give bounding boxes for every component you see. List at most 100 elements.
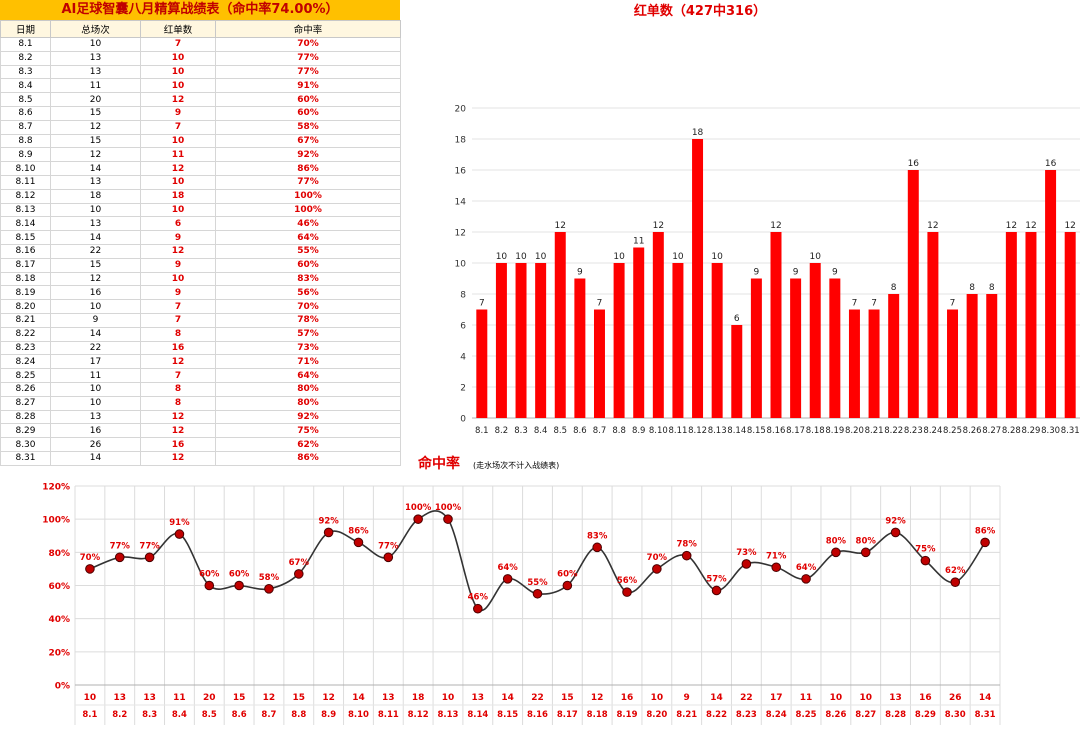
hit-rate-point [860, 547, 871, 558]
bar-x-tick-label: 8.22 [884, 426, 903, 436]
line-x-tick-label: 8.30 [945, 710, 966, 720]
hits-cell: 10 [140, 133, 216, 149]
hit-rate-point [114, 552, 125, 563]
hits-cell: 8 [140, 326, 216, 342]
hit-rate-point [174, 529, 185, 539]
total-cell: 10 [50, 381, 141, 397]
bar-x-tick-label: 8.23 [904, 426, 923, 436]
line-x-tick-label: 8.12 [408, 710, 429, 720]
bar-value-label: 16 [1045, 159, 1057, 169]
table-row: 8.30 26 16 62% [0, 437, 401, 452]
bar [593, 309, 605, 418]
line-x-tick-label: 8.27 [855, 710, 876, 720]
bar [613, 263, 625, 418]
rate-cell: 57% [215, 326, 401, 342]
line-x-tick-label: 8.5 [202, 710, 217, 720]
bar-value-label: 7 [950, 299, 956, 309]
line-y-tick-label: 20% [48, 648, 70, 658]
hit-rate-point [144, 552, 155, 563]
hits-cell: 12 [140, 450, 216, 466]
line-x-tick-label: 8.28 [885, 710, 906, 720]
line-y-tick-label: 100% [42, 516, 70, 526]
hit-rate-label: 73% [736, 548, 757, 558]
bar [692, 139, 704, 418]
bar [535, 263, 547, 418]
bar-x-tick-label: 8.10 [649, 426, 668, 436]
date-cell: 8.7 [0, 119, 51, 135]
bar-x-tick-label: 8.20 [845, 426, 864, 436]
bar [790, 278, 802, 418]
rate-cell: 70% [215, 37, 401, 52]
rate-cell: 64% [215, 230, 401, 245]
bar-x-tick-label: 8.12 [688, 426, 707, 436]
bar-x-tick-label: 8.30 [1041, 426, 1060, 436]
hits-cell: 7 [140, 37, 216, 52]
bar-value-label: 9 [754, 268, 760, 278]
hit-rate-point [532, 588, 543, 599]
stats-table: 日期 总场次 红单数 命中率 8.1 10 7 70% 8.2 13 10 77% 8.3 13 10 77… [0, 20, 401, 466]
table-row: 8.12 18 18 100% [0, 188, 401, 204]
bar [1045, 170, 1057, 418]
hits-cell: 16 [140, 340, 216, 356]
total-cell: 13 [50, 174, 141, 190]
bar [574, 278, 586, 418]
table-row: 8.13 10 10 100% [0, 202, 401, 218]
hits-cell: 9 [140, 230, 216, 245]
table-row: 8.10 14 12 86% [0, 161, 401, 176]
line-x-tick-label: 8.13 [437, 710, 458, 720]
hit-rate-label: 91% [169, 518, 190, 528]
hit-rate-point [592, 542, 602, 553]
bar-value-label: 9 [793, 268, 799, 278]
total-games-label: 14 [352, 693, 365, 703]
bar [888, 294, 900, 418]
line-x-tick-label: 8.19 [617, 710, 638, 720]
bar-x-tick-label: 8.27 [982, 426, 1001, 436]
total-cell: 10 [50, 395, 141, 411]
line-x-tick-label: 8.31 [975, 710, 996, 720]
hit-rate-label: 77% [378, 541, 399, 551]
hits-cell: 12 [140, 354, 216, 370]
bar-y-tick-label: 6 [460, 322, 466, 332]
bar-x-tick-label: 8.1 [475, 426, 489, 436]
bar [495, 263, 507, 418]
hits-cell: 10 [140, 271, 216, 287]
bar-x-tick-label: 8.13 [708, 426, 727, 436]
hit-rate-point [920, 555, 931, 566]
rate-cell: 60% [215, 105, 401, 121]
hit-rate-label: 55% [527, 578, 548, 588]
hit-rate-point [353, 537, 364, 548]
line-y-tick-label: 80% [48, 549, 70, 559]
table-row: 8.26 10 8 80% [0, 381, 401, 397]
bar-x-tick-label: 8.2 [495, 426, 509, 436]
hits-cell: 10 [140, 174, 216, 190]
rate-cell: 100% [215, 188, 401, 204]
total-cell: 14 [50, 161, 141, 176]
hits-cell: 12 [140, 409, 216, 425]
bar-y-tick-label: 18 [455, 136, 467, 146]
line-x-tick-label: 8.20 [646, 710, 667, 720]
bar-value-label: 12 [1025, 221, 1036, 231]
hit-rate-point [264, 584, 274, 594]
hits-cell: 12 [140, 161, 216, 176]
table-row: 8.22 14 8 57% [0, 326, 401, 342]
line-y-tick-label: 120% [42, 483, 70, 493]
total-cell: 11 [50, 368, 141, 383]
total-cell: 26 [50, 437, 141, 452]
hit-rate-point [502, 574, 513, 584]
hit-rate-point [801, 574, 811, 584]
hit-rate-label: 78% [677, 540, 698, 550]
bar-chart: 红单数（427中316） 0 2 4 6 8 10 12 14 16 18 20 7 8.1 10 8.2… [455, 3, 1080, 436]
hit-rate-point [413, 514, 423, 524]
hit-rate-label: 77% [139, 541, 160, 551]
table-row: 8.9 12 11 92% [0, 147, 401, 163]
rate-cell: 100% [215, 202, 401, 218]
line-x-tick-label: 8.4 [172, 710, 187, 720]
total-games-label: 14 [501, 693, 514, 703]
table-row: 8.15 14 9 64% [0, 230, 401, 245]
total-games-label: 10 [84, 693, 97, 703]
total-cell: 14 [50, 326, 141, 342]
date-cell: 8.23 [0, 340, 51, 356]
date-cell: 8.17 [0, 257, 51, 273]
line-x-tick-label: 8.15 [497, 710, 518, 720]
bar [554, 232, 566, 418]
